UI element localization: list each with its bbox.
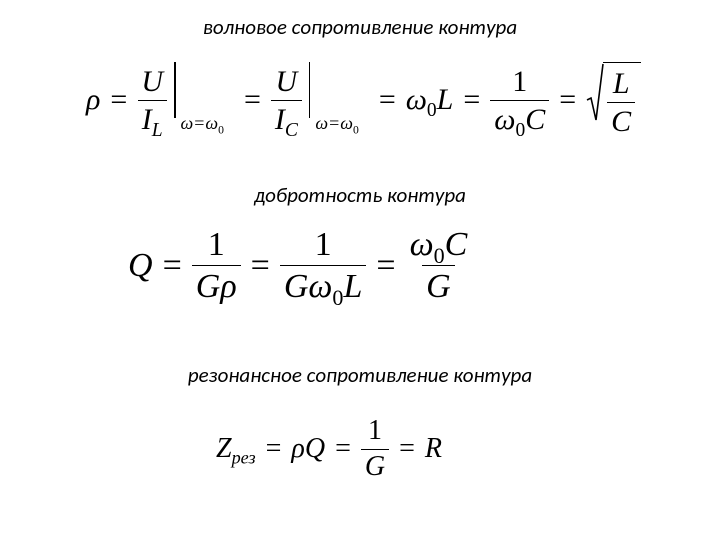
equals-sign: = bbox=[159, 247, 186, 285]
denominator-g: G bbox=[361, 449, 389, 483]
equals-sign: = bbox=[365, 83, 400, 117]
term-omega0-l: ω0L bbox=[406, 83, 454, 117]
eval-bar bbox=[174, 62, 176, 118]
eval-condition: ω=ω0 bbox=[315, 113, 358, 134]
equals-sign: = bbox=[106, 83, 131, 117]
equals-sign: = bbox=[331, 433, 355, 465]
equals-sign: = bbox=[247, 247, 274, 285]
numerator-one: 1 bbox=[311, 226, 336, 265]
denominator-omega0c: ω0C bbox=[490, 100, 549, 136]
denominator-c: C bbox=[607, 102, 635, 138]
numerator-one: 1 bbox=[204, 226, 229, 265]
heading-wave-impedance: волновое сопротивление контура bbox=[0, 14, 720, 40]
fraction-1-over-grho: 1 Gρ bbox=[192, 226, 241, 306]
numerator-u: U bbox=[272, 65, 302, 100]
equals-sign: = bbox=[459, 83, 484, 117]
equals-sign: = bbox=[395, 433, 419, 465]
numerator-one: 1 bbox=[364, 416, 386, 449]
equals-sign: = bbox=[230, 83, 265, 117]
fraction-omega0c-over-g: ω0C G bbox=[406, 226, 472, 306]
heading-resonant-impedance: резонансное сопротивление контура bbox=[0, 362, 720, 388]
denominator-ic: IC bbox=[271, 100, 302, 136]
fraction-u-over-il: U IL bbox=[137, 65, 167, 136]
numerator-one: 1 bbox=[508, 65, 531, 100]
denominator-il: IL bbox=[138, 100, 167, 136]
heading-q-factor: добротность контура bbox=[0, 182, 720, 208]
symbol-zres: Zрез bbox=[216, 433, 256, 465]
symbol-rho: ρ bbox=[86, 83, 100, 117]
equals-sign: = bbox=[555, 83, 580, 117]
denominator-gomega0l: Gω0L bbox=[280, 265, 367, 305]
eval-bar bbox=[309, 62, 311, 118]
fraction-l-over-c: L C bbox=[607, 67, 635, 138]
symbol-r: R bbox=[425, 433, 442, 465]
formula-rho: ρ = U IL ω=ω0 = U IC ω=ω0 = ω0L = 1 ω0C … bbox=[86, 62, 641, 138]
eval-condition: ω=ω0 bbox=[181, 113, 224, 134]
radical-icon bbox=[586, 62, 604, 122]
sqrt-l-over-c: L C bbox=[586, 62, 641, 138]
denominator-g: G bbox=[422, 265, 455, 305]
fraction-u-over-ic: U IC bbox=[271, 65, 302, 136]
formula-q: Q = 1 Gρ = 1 Gω0L = ω0C G bbox=[128, 226, 471, 306]
numerator-u: U bbox=[137, 65, 167, 100]
fraction-1-over-gomega0l: 1 Gω0L bbox=[280, 226, 367, 306]
fraction-1-over-omega0c: 1 ω0C bbox=[490, 65, 549, 136]
symbol-q: Q bbox=[128, 247, 153, 285]
equals-sign: = bbox=[262, 433, 286, 465]
formula-zres: Zрез = ρQ = 1 G = R bbox=[216, 416, 442, 483]
denominator-grho: Gρ bbox=[192, 265, 241, 305]
numerator-l: L bbox=[609, 67, 634, 102]
fraction-1-over-g: 1 G bbox=[361, 416, 389, 483]
term-rho-q: ρQ bbox=[291, 433, 325, 465]
equals-sign: = bbox=[372, 247, 399, 285]
numerator-omega0c: ω0C bbox=[406, 226, 472, 265]
